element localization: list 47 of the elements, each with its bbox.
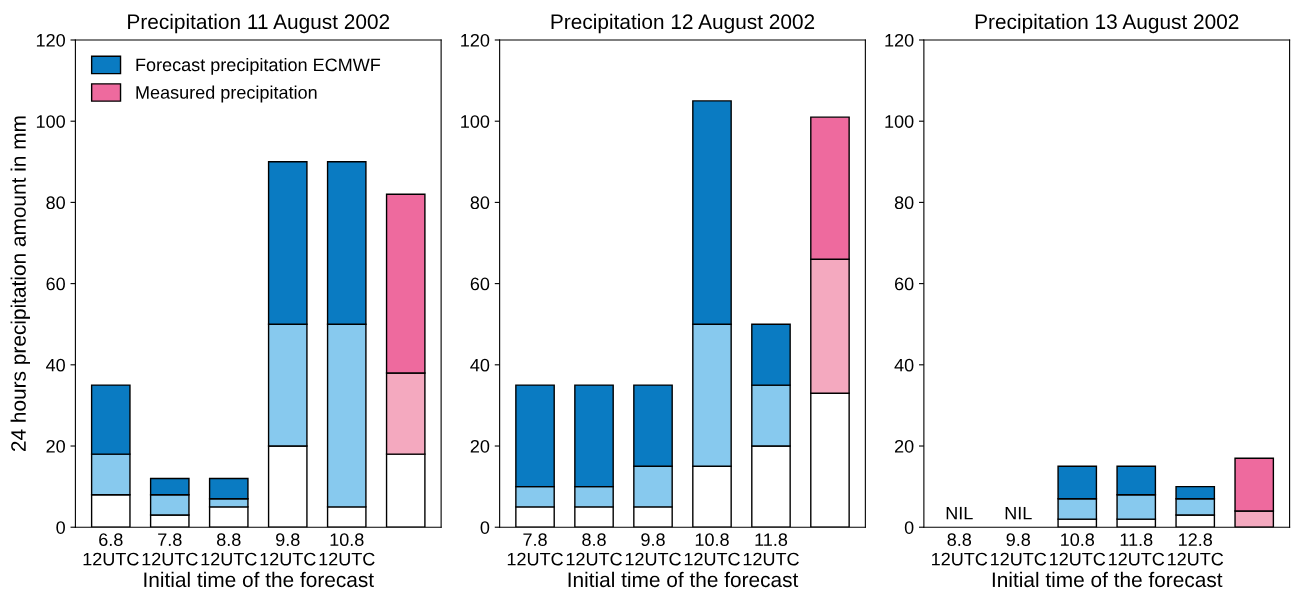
x-axis-title: Initial time of the forecast: [992, 571, 1223, 588]
legend-label: Measured precipitation: [136, 85, 317, 103]
y-tick-label: 0: [56, 521, 65, 534]
y-tick-label: 100: [461, 115, 490, 128]
y-tick-label: 20: [46, 439, 65, 453]
x-tick-label: 7.8 12UTC: [142, 533, 198, 566]
chart-title: Precipitation 11 August 2002: [128, 13, 390, 34]
y-tick-label: 60: [470, 277, 490, 291]
y-tick-label: 20: [470, 439, 490, 453]
y-tick-label: 60: [894, 277, 914, 291]
x-tick-label: 9.8 12UTC: [625, 533, 681, 566]
y-tick-label: 100: [36, 115, 65, 128]
chart-title: Precipitation 12 August 2002: [551, 13, 815, 34]
x-tick-label: 6.8 12UTC: [83, 533, 139, 566]
y-tick-label: 80: [470, 196, 490, 210]
y-tick-label: 40: [894, 358, 914, 372]
annotation: NIL: [1005, 506, 1032, 520]
x-axis-title: Initial time of the forecast: [568, 571, 799, 588]
x-tick-label: 8.8 12UTC: [566, 533, 622, 566]
y-tick-label: 60: [46, 277, 65, 291]
y-tick-label: 0: [904, 521, 914, 534]
y-tick-label: 120: [36, 33, 65, 47]
x-tick-label: 10.8 12UTC: [684, 533, 740, 566]
x-tick-label: 12.8 12UTC: [1168, 533, 1224, 566]
y-tick-label: 80: [894, 196, 914, 210]
y-tick-label: 20: [894, 439, 914, 453]
y-tick-label: 40: [470, 358, 490, 372]
x-tick-label: 9.8 12UTC: [991, 533, 1047, 566]
annotation: NIL: [946, 506, 973, 520]
y-tick-label: 100: [885, 115, 914, 128]
y-axis-title: 24 hours precipitation amount in mm: [10, 116, 30, 452]
chart-title: Precipitation 13 August 2002: [975, 13, 1239, 34]
y-tick-label: 120: [885, 33, 914, 47]
x-tick-label: 9.8 12UTC: [260, 533, 316, 566]
x-axis-title: Initial time of the forecast: [144, 571, 374, 588]
y-tick-label: 0: [480, 521, 490, 534]
x-tick-label: 11.8 12UTC: [743, 533, 799, 566]
y-tick-label: 120: [461, 33, 490, 47]
x-tick-label: 8.8 12UTC: [932, 533, 988, 566]
y-tick-label: 80: [46, 196, 65, 210]
x-tick-label: 8.8 12UTC: [201, 533, 257, 566]
x-tick-label: 10.8 12UTC: [1050, 533, 1106, 566]
x-tick-label: 11.8 12UTC: [1109, 533, 1165, 566]
x-tick-label: 7.8 12UTC: [507, 533, 563, 566]
x-tick-label: 10.8 12UTC: [319, 533, 375, 566]
y-tick-label: 40: [46, 358, 65, 372]
legend-label: Forecast precipitation ECMWF: [136, 57, 381, 75]
